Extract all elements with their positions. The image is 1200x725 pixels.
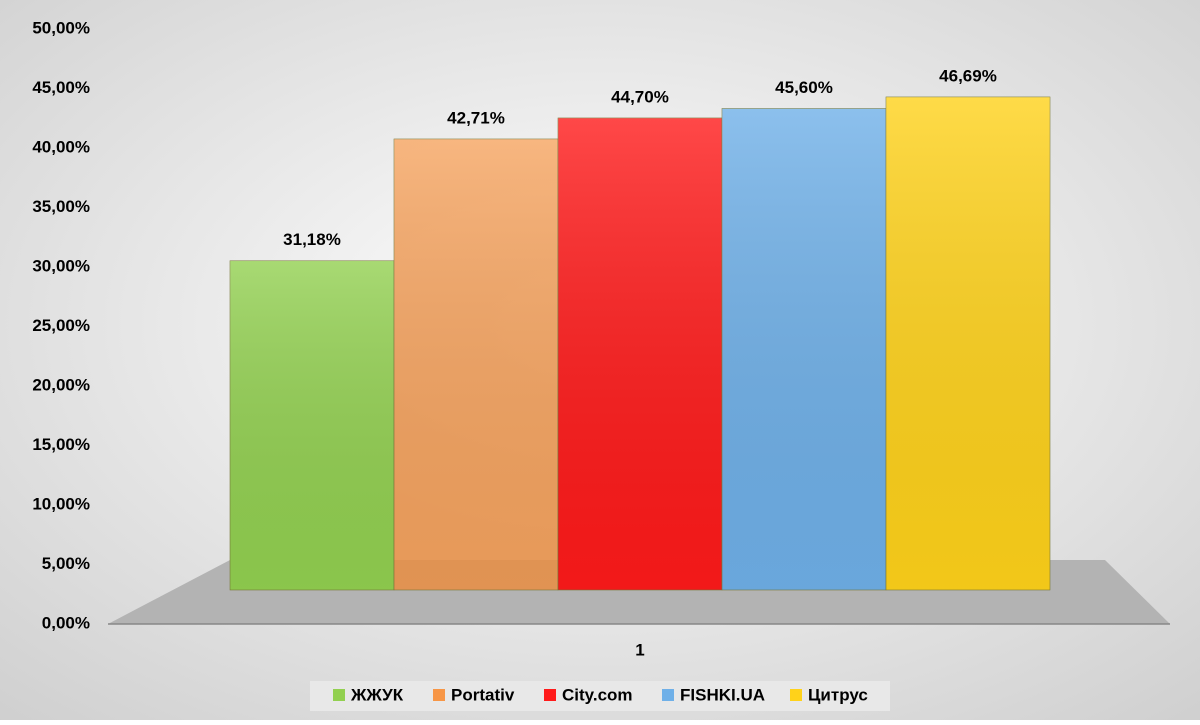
- legend-swatch: [433, 689, 445, 701]
- legend-swatch: [790, 689, 802, 701]
- y-tick-label: 35,00%: [32, 197, 90, 216]
- y-tick-label: 15,00%: [32, 435, 90, 454]
- value-label: 46,69%: [939, 66, 997, 85]
- bar-shade: [558, 117, 722, 590]
- legend-label: Цитрус: [808, 685, 868, 704]
- value-label: 31,18%: [283, 230, 341, 249]
- y-tick-label: 0,00%: [42, 613, 90, 632]
- value-label: 44,70%: [611, 87, 669, 106]
- y-tick-label: 45,00%: [32, 78, 90, 97]
- value-label: 45,60%: [775, 78, 833, 97]
- y-tick-label: 50,00%: [32, 18, 90, 37]
- y-tick-label: 20,00%: [32, 375, 90, 394]
- legend-swatch: [662, 689, 674, 701]
- legend-swatch: [333, 689, 345, 701]
- legend-label: Portativ: [451, 685, 515, 704]
- bar-shade: [886, 96, 1050, 590]
- x-tick-label: 1: [635, 640, 644, 659]
- bar-shade: [722, 108, 886, 591]
- legend-swatch: [544, 689, 556, 701]
- value-label: 42,71%: [447, 108, 505, 127]
- y-tick-label: 10,00%: [32, 494, 90, 513]
- y-tick-label: 30,00%: [32, 256, 90, 275]
- y-tick-label: 40,00%: [32, 137, 90, 156]
- bar-shade: [230, 260, 394, 590]
- legend-label: ЖЖУК: [350, 685, 404, 704]
- legend-label: FISHKI.UA: [680, 685, 765, 704]
- y-tick-label: 5,00%: [42, 554, 90, 573]
- bar-shade: [394, 138, 558, 590]
- y-tick-label: 25,00%: [32, 316, 90, 335]
- legend-label: City.com: [562, 685, 633, 704]
